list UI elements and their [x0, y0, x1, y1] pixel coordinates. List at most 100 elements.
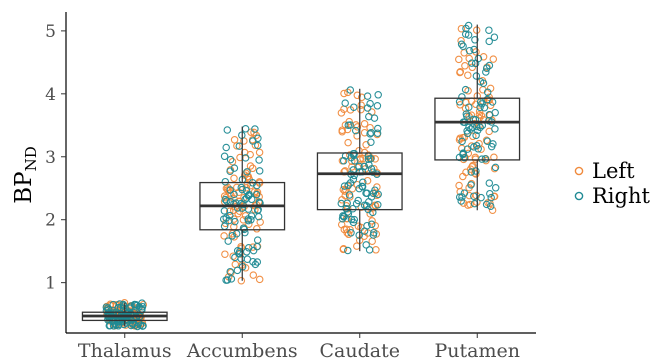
data-point-right	[485, 26, 493, 34]
data-point-right	[465, 46, 474, 55]
data-point-left	[256, 218, 264, 226]
data-point-left	[489, 55, 498, 63]
y-axis-title-subscript: ND	[22, 146, 40, 171]
data-point-right	[491, 184, 500, 192]
data-point-right	[233, 266, 242, 275]
data-point-left	[338, 196, 346, 204]
data-point-right	[367, 165, 376, 173]
data-point-right	[472, 131, 480, 140]
data-point-right	[374, 91, 382, 99]
data-point-right	[232, 229, 241, 238]
data-point-right	[255, 156, 263, 164]
data-point-left	[368, 237, 376, 245]
data-point-right	[244, 244, 253, 252]
data-point-right	[362, 241, 370, 249]
data-point-left	[236, 153, 244, 162]
data-point-left	[459, 133, 467, 142]
data-point-right	[467, 181, 475, 189]
data-point-right	[460, 189, 469, 197]
data-point-left	[461, 62, 469, 70]
data-point-right	[468, 59, 476, 67]
x-tick-label: Thalamus	[78, 340, 172, 362]
data-point-right	[459, 150, 467, 159]
data-point-left	[255, 275, 264, 284]
data-point-right	[252, 190, 261, 199]
data-point-left	[455, 181, 463, 190]
data-point-right	[338, 214, 347, 223]
data-point-right	[463, 129, 472, 138]
data-point-right	[345, 191, 354, 199]
data-point-right	[346, 86, 355, 94]
data-point-right	[350, 151, 358, 160]
data-point-right	[487, 193, 495, 202]
data-point-left	[253, 225, 261, 233]
data-point-left	[466, 200, 474, 209]
data-point-right	[370, 228, 378, 237]
data-point-left	[346, 226, 354, 234]
data-point-right	[363, 189, 371, 198]
data-point-right	[344, 209, 353, 218]
data-point-left	[456, 68, 464, 77]
data-point-right	[472, 72, 481, 80]
data-point-right	[119, 300, 127, 309]
data-point-right	[254, 141, 262, 150]
legend-label-right: Right	[592, 184, 650, 208]
data-point-right	[220, 207, 229, 215]
data-point-right	[487, 142, 496, 151]
data-point-right	[222, 143, 230, 152]
data-point-left	[248, 164, 257, 173]
data-point-right	[478, 100, 486, 108]
data-point-right	[458, 193, 466, 201]
jitter-points-layer	[102, 21, 500, 331]
data-point-right	[347, 229, 355, 237]
box-caudate	[316, 152, 403, 211]
data-point-left	[221, 250, 229, 258]
data-point-left	[479, 53, 488, 61]
data-point-left	[231, 260, 240, 269]
data-point-right	[127, 302, 135, 310]
data-point-right	[491, 125, 499, 133]
data-point-left	[246, 162, 255, 170]
x-tick-label: Accumbens	[186, 340, 298, 362]
data-point-right	[464, 21, 473, 30]
data-point-right	[341, 99, 349, 107]
data-point-right	[226, 267, 234, 276]
data-point-left	[363, 176, 372, 185]
data-point-right	[337, 199, 346, 208]
data-point-right	[355, 162, 363, 171]
data-point-right	[102, 306, 111, 315]
data-point-left	[372, 246, 380, 254]
data-point-left	[245, 220, 253, 228]
data-point-right	[350, 215, 359, 224]
data-point-right	[471, 59, 480, 68]
data-point-right	[485, 37, 493, 46]
data-point-right	[139, 321, 147, 330]
data-point-right	[363, 221, 371, 230]
data-point-right	[358, 182, 366, 191]
y-axis-title: BPND	[11, 146, 40, 204]
data-point-right	[485, 61, 494, 70]
data-point-right	[482, 68, 490, 76]
data-point-left	[475, 107, 484, 115]
data-point-right	[455, 193, 464, 201]
legend-label-left: Left	[592, 159, 635, 183]
data-point-right	[457, 40, 466, 49]
data-point-right	[108, 317, 117, 326]
data-point-left	[472, 170, 480, 178]
data-point-right	[249, 137, 257, 145]
data-point-right	[373, 102, 382, 110]
data-point-right	[243, 168, 251, 176]
data-point-right	[247, 195, 256, 204]
data-point-right	[360, 201, 369, 210]
legend: Left Right	[574, 159, 650, 208]
data-point-right	[374, 124, 382, 133]
data-point-right	[367, 220, 376, 229]
data-point-right	[367, 193, 376, 201]
data-point-right	[222, 197, 231, 205]
data-point-right	[249, 257, 257, 266]
x-tick-label: Caudate	[320, 340, 400, 362]
data-point-right	[226, 186, 235, 194]
data-point-left	[220, 232, 228, 240]
data-point-right	[349, 204, 357, 213]
